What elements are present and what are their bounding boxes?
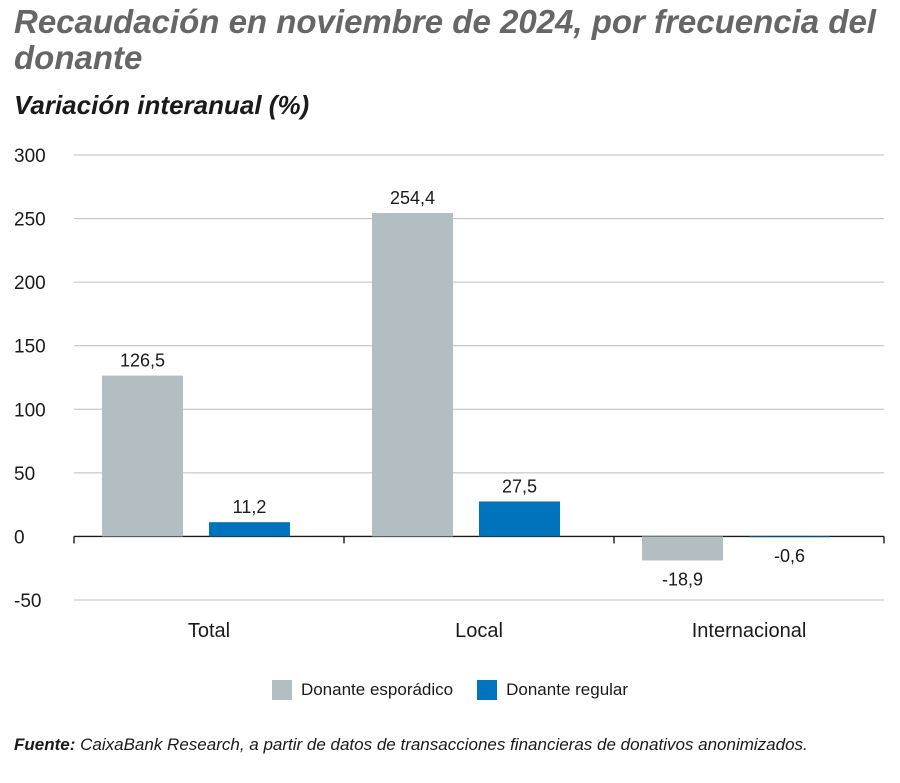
source-note: Fuente: CaixaBank Research, a partir de …: [14, 733, 874, 757]
chart-subtitle: Variación interanual (%): [14, 90, 310, 120]
y-tick-label: 250: [14, 210, 46, 231]
x-tick-label: Local: [455, 620, 503, 642]
data-label: 254,4: [390, 188, 435, 208]
legend-swatch-regular: [477, 680, 498, 700]
legend-label-esporadico: Donante esporádico: [300, 680, 454, 699]
source-text: CaixaBank Research, a partir de datos de…: [80, 735, 808, 754]
bar: [642, 536, 723, 561]
legend-swatch-esporadico: [271, 680, 292, 700]
y-tick-label: 300: [14, 146, 46, 167]
bar: [479, 501, 560, 537]
chart-title: Recaudación en noviembre de 2024, por fr…: [14, 3, 876, 76]
y-tick-label: -50: [14, 591, 41, 612]
data-label: 27,5: [502, 476, 537, 496]
bar-chart: -50 0 50 100 150 200 250 300 Total 126,5 11,2 Local…: [14, 146, 885, 642]
bar: [102, 375, 183, 537]
x-tick-label: Total: [188, 620, 230, 642]
data-label: -0,6: [774, 546, 805, 566]
bar: [749, 536, 830, 538]
data-label: -18,9: [662, 569, 703, 589]
y-tick-label: 200: [14, 273, 46, 294]
legend-label-regular: Donante regular: [506, 680, 629, 699]
bar: [372, 212, 453, 537]
x-tick-label: Internacional: [692, 620, 807, 642]
y-tick-label: 50: [14, 464, 35, 485]
legend-item-regular: Donante regular: [477, 680, 628, 700]
y-tick-label: 100: [14, 400, 46, 421]
y-tick-label: 150: [14, 337, 46, 358]
legend: Donante esporádico Donante regular: [0, 680, 900, 700]
data-label: 126,5: [120, 351, 165, 371]
source-label: Fuente:: [14, 735, 76, 754]
data-label: 11,2: [233, 497, 267, 517]
legend-item-esporadico: Donante esporádico: [271, 680, 454, 700]
y-tick-label: 0: [14, 527, 25, 548]
bar: [209, 522, 290, 537]
